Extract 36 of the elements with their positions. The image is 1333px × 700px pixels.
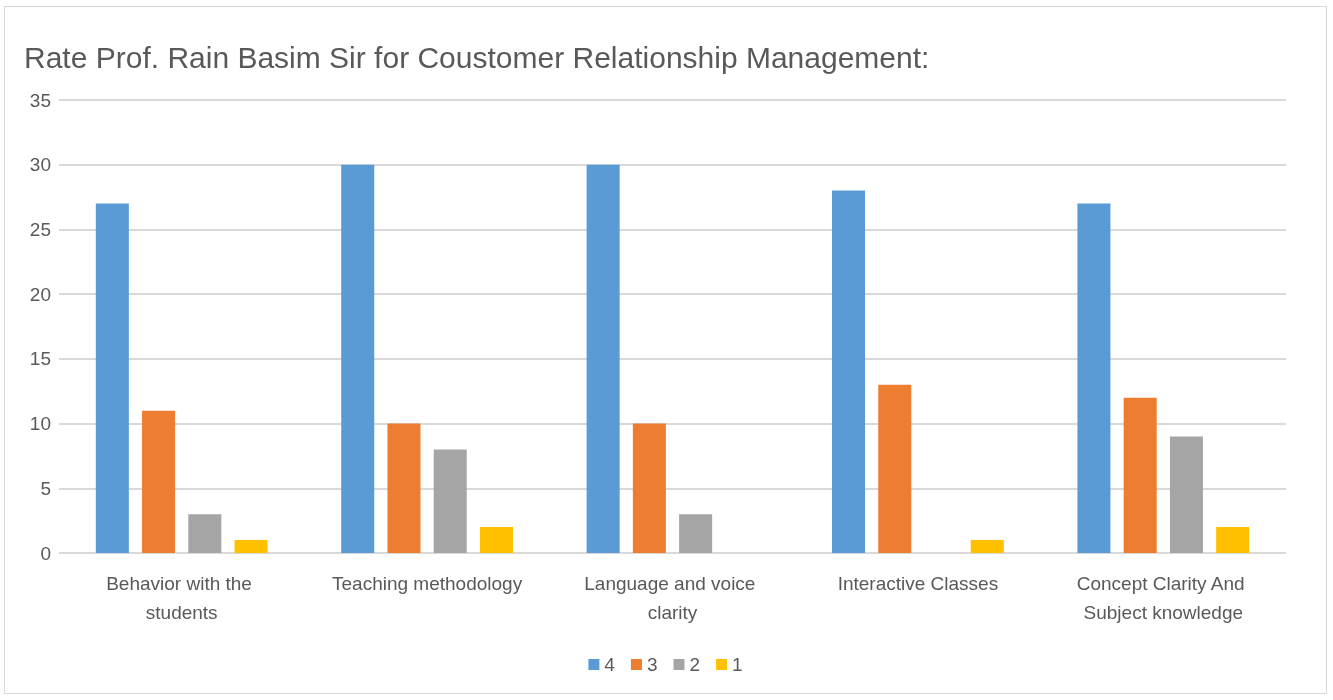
bar [679,514,713,553]
legend-label: 3 [646,654,658,675]
bar [234,540,268,553]
legend-label: 4 [604,654,616,675]
bar [878,384,912,553]
bar [1216,527,1250,553]
y-tick-label: 5 [40,477,51,499]
x-tick-label: Teaching methodology [332,573,523,594]
x-tick-label: Behavior with the students [106,573,258,623]
bar [95,203,129,553]
legend-label: 1 [732,654,743,675]
bar [341,164,375,553]
bar [1077,203,1111,553]
x-tick-label: Language and voice clarity [584,573,761,623]
y-tick-label: 20 [29,283,51,305]
bar [832,190,866,553]
x-tick-label: Interactive Classes [837,573,999,594]
y-tick-label: 10 [29,413,51,435]
bar [433,449,467,553]
bar [387,423,421,553]
bar [1169,436,1203,553]
y-tick-label: 25 [29,218,51,240]
bar [142,410,176,553]
bar [632,423,666,553]
bar [479,527,513,553]
x-tick-label: Concept Clarity And Subject knowledge [1076,573,1250,623]
y-tick-label: 15 [29,348,51,370]
y-tick-label: 30 [29,154,51,176]
chart-title: Rate Prof. Rain Basim Sir for Coustomer Relationship Management: [24,40,930,74]
bar [1123,397,1157,553]
legend-label: 2 [689,654,701,675]
y-tick-label: 0 [40,542,51,564]
y-tick-label: 35 [29,89,51,111]
bar [970,540,1004,553]
bar [188,514,222,553]
bar [586,164,620,553]
